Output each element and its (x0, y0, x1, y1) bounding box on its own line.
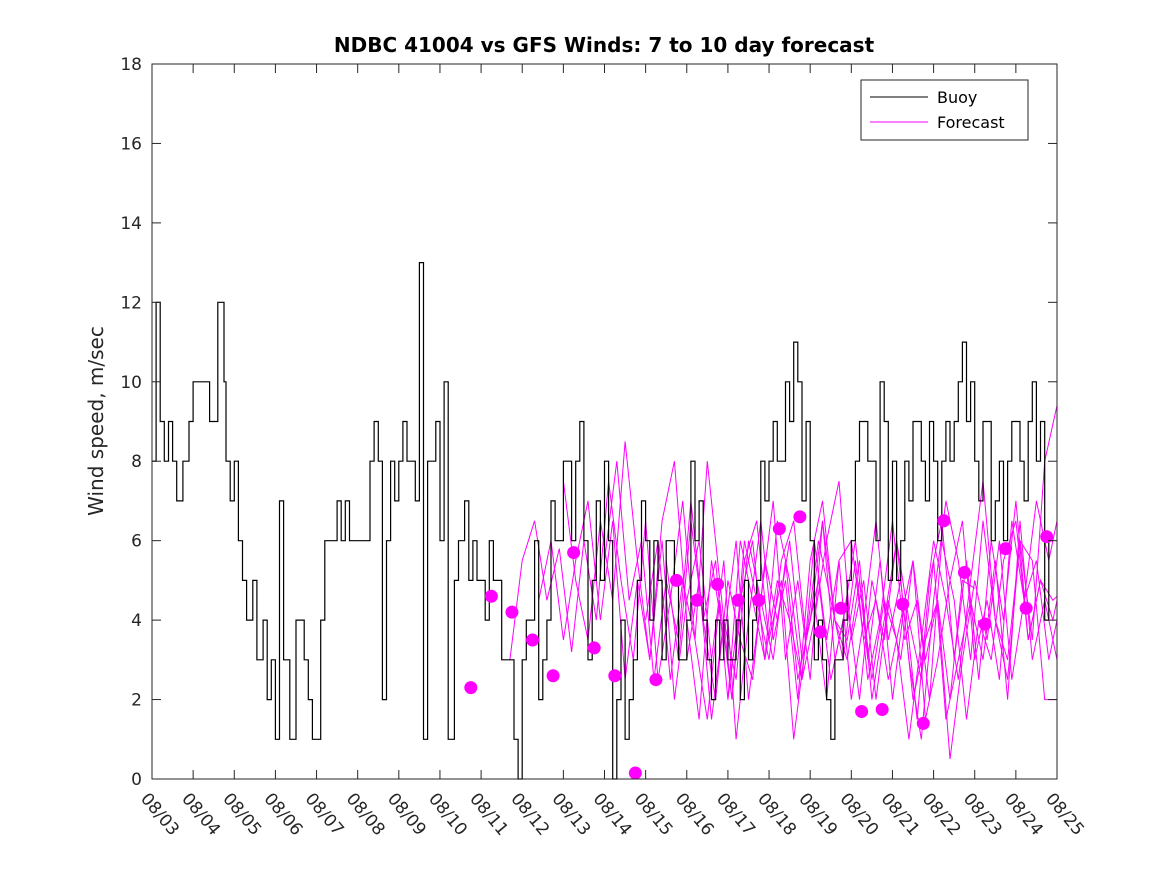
forecast-point (772, 522, 786, 536)
x-tick-label: 08/14 (589, 789, 636, 839)
data-layer (152, 262, 1058, 780)
x-tick-label: 08/09 (383, 789, 430, 839)
y-tick-label: 12 (120, 293, 142, 313)
forecast-point (999, 542, 1013, 556)
forecast-point (1040, 530, 1054, 544)
x-tick-label: 08/25 (1041, 789, 1088, 839)
forecast-point (690, 593, 704, 607)
forecast-point (855, 704, 869, 718)
forecast-point (464, 681, 478, 695)
forecast-point (875, 702, 889, 716)
x-tick-label: 08/08 (342, 789, 389, 839)
forecast-point (669, 573, 683, 587)
x-tick-label: 08/12 (506, 789, 553, 839)
x-tick-label: 08/13 (548, 789, 595, 839)
forecast-point (752, 593, 766, 607)
x-tick-label: 08/10 (424, 789, 471, 839)
x-tick-label: 08/18 (753, 789, 800, 839)
forecast-line (604, 461, 1058, 720)
x-tick-label: 08/03 (136, 789, 183, 839)
y-tick-label: 16 (120, 134, 142, 154)
forecast-line (727, 520, 1058, 760)
x-tick-label: 08/05 (218, 789, 265, 839)
forecast-line (562, 441, 1057, 740)
forecast-point (505, 605, 519, 619)
x-tick-label: 08/16 (671, 789, 718, 839)
legend-label-forecast: Forecast (937, 113, 1005, 132)
x-tick-label: 08/06 (260, 789, 307, 839)
forecast-point (731, 593, 745, 607)
x-tick-label: 08/11 (465, 789, 512, 839)
forecast-point (834, 601, 848, 615)
forecast-point (649, 673, 663, 687)
buoy-series (152, 262, 1053, 780)
forecast-point (567, 546, 581, 560)
x-tick-label: 08/20 (835, 789, 882, 839)
forecast-point (711, 577, 725, 591)
forecast-point (484, 589, 498, 603)
forecast-line (686, 520, 1058, 720)
y-tick-label: 0 (131, 770, 142, 790)
y-tick-label: 18 (120, 55, 142, 75)
x-tick-label: 08/15 (630, 789, 677, 839)
forecast-point (587, 641, 601, 655)
x-tick-label: 08/23 (959, 789, 1006, 839)
forecast-line (665, 520, 975, 700)
plot-background (152, 64, 1057, 779)
forecast-point (628, 766, 642, 780)
x-tick-label: 08/24 (1000, 789, 1047, 839)
y-tick-label: 10 (120, 373, 142, 393)
x-tick-label: 08/04 (177, 789, 224, 839)
forecast-point (1019, 601, 1033, 615)
forecast-point (916, 716, 930, 730)
y-tick-label: 2 (131, 691, 142, 711)
x-tick-label: 08/17 (712, 789, 759, 839)
forecast-point (526, 633, 540, 647)
chart-title: NDBC 41004 vs GFS Winds: 7 to 10 day for… (334, 33, 875, 57)
y-tick-label: 4 (131, 611, 142, 631)
forecast-point (937, 514, 951, 528)
x-tick-label: 08/07 (301, 789, 348, 839)
forecast-line (509, 461, 1058, 720)
forecast-point (546, 669, 560, 683)
forecast-point (978, 617, 992, 631)
legend-label-buoy: Buoy (937, 88, 977, 107)
y-tick-label: 8 (131, 452, 142, 472)
y-tick-label: 14 (120, 214, 142, 234)
forecast-point (793, 510, 807, 524)
forecast-point (896, 597, 910, 611)
plot-frame (151, 63, 1058, 780)
x-tick-label: 08/21 (877, 789, 924, 839)
forecast-point (608, 669, 622, 683)
forecast-point (957, 565, 971, 579)
y-tick-label: 6 (131, 532, 142, 552)
legend-box (860, 79, 1029, 141)
legend: Buoy Forecast (860, 79, 1029, 141)
y-axis-label: Wind speed, m/sec (84, 326, 108, 516)
x-tick-label: 08/22 (918, 789, 965, 839)
x-tick-label: 08/19 (794, 789, 841, 839)
forecast-point (813, 625, 827, 639)
